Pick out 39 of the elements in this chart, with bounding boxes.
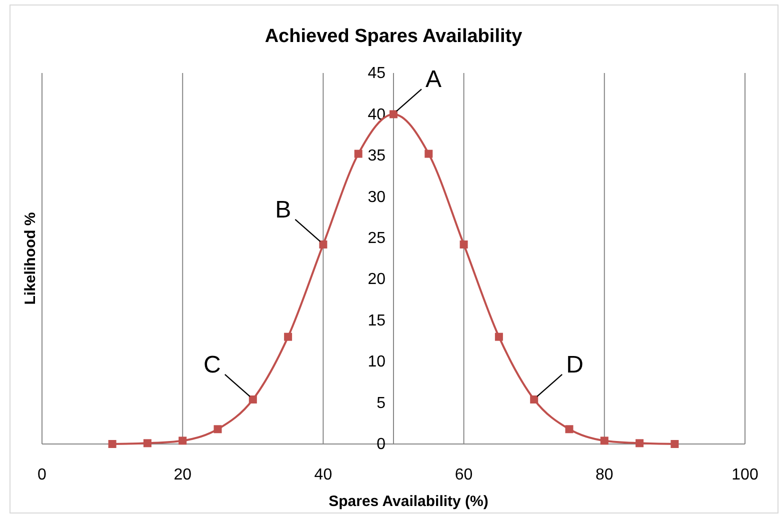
y-tick-label: 15 bbox=[368, 312, 386, 330]
annotation: C bbox=[204, 351, 221, 378]
y-tick-label: 0 bbox=[376, 436, 386, 454]
point bbox=[248, 395, 257, 404]
y-tick-label: 35 bbox=[368, 148, 386, 165]
x-tick-label: 0 bbox=[38, 466, 47, 484]
point bbox=[424, 150, 433, 158]
y-axis-title: Likelihood % bbox=[22, 212, 39, 305]
point bbox=[214, 425, 222, 434]
x-tick-label: 40 bbox=[314, 466, 332, 484]
x-axis-title: Spares Availability (%) bbox=[328, 493, 488, 510]
y-tick-label: 5 bbox=[376, 394, 386, 412]
point bbox=[494, 332, 503, 341]
y-tick-label: 20 bbox=[368, 271, 386, 288]
point bbox=[600, 436, 608, 445]
point bbox=[460, 240, 468, 248]
point bbox=[108, 440, 116, 448]
annotation: A bbox=[426, 66, 442, 94]
point bbox=[319, 240, 328, 248]
x-tick-label: 60 bbox=[454, 466, 473, 484]
y-tick-label: 10 bbox=[368, 354, 386, 371]
point bbox=[670, 440, 679, 448]
chart-title: Achieved Spares Availability bbox=[264, 26, 523, 47]
y-tick-label: 25 bbox=[368, 230, 386, 248]
point bbox=[636, 439, 644, 448]
point bbox=[284, 332, 292, 341]
point bbox=[530, 395, 538, 404]
x-tick-label: 100 bbox=[732, 466, 758, 484]
point bbox=[354, 150, 362, 158]
point bbox=[390, 110, 398, 118]
point bbox=[565, 425, 574, 434]
point bbox=[143, 439, 152, 448]
annotation: D bbox=[566, 351, 584, 378]
annotation: B bbox=[275, 196, 292, 224]
x-tick-label: 20 bbox=[174, 466, 192, 484]
y-tick-label: 45 bbox=[368, 65, 386, 82]
x-tick-label: 80 bbox=[596, 466, 614, 484]
y-tick-label: 30 bbox=[368, 188, 386, 206]
point bbox=[178, 436, 187, 445]
